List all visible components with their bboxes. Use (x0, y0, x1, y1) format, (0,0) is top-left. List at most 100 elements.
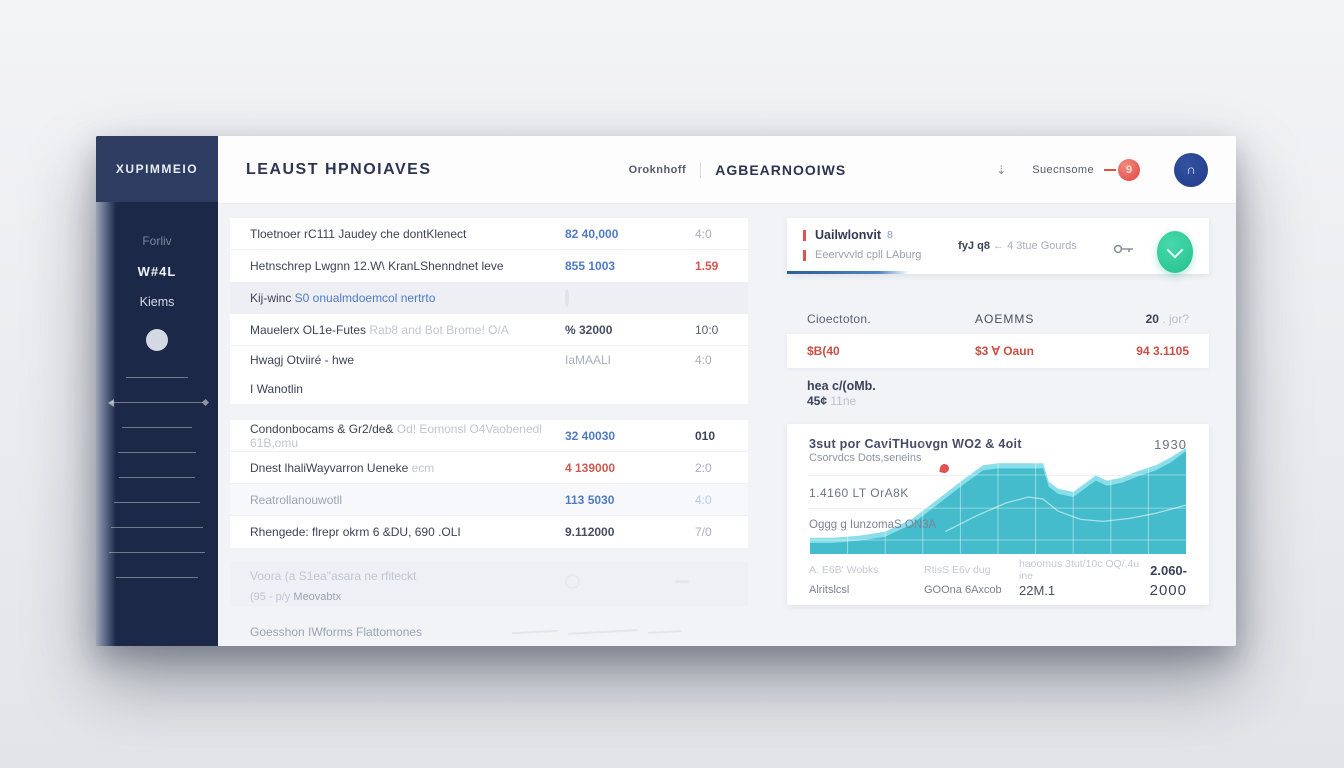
footer-label: Goesshon IWforms Flattomones (250, 625, 423, 639)
stats-values-row[interactable]: $B(40 $3 ∀ Oaun 94 3.1105 (787, 334, 1209, 368)
list-row[interactable]: Hetnschrep Lwgnn 12.W\ KranLShenndnet le… (230, 250, 748, 282)
chart-legend: A. E6B' Wobks RtisS E6v dug haoomus 3tut… (787, 554, 1209, 605)
summary-meta-strong: fyJ q8 (958, 240, 990, 252)
list-row[interactable]: Tloetnoer rC111 Jaudey che dontKlenect 82… (230, 218, 748, 250)
row-score: 1.59 (695, 259, 719, 273)
list-row[interactable]: Rhengede: flrepr okrm 6 &DU, 690 .OLI 9.1… (230, 516, 748, 548)
user-avatar[interactable]: ∩ (1174, 152, 1208, 187)
stats-row3-value: 45¢ 11ne (807, 394, 975, 408)
area-chart[interactable] (810, 442, 1187, 554)
row-name-main: I Wanotlin (250, 382, 303, 396)
legend-cell: 2000 (1149, 581, 1187, 599)
sidebar-item-kiems[interactable]: Kiems (139, 295, 175, 309)
stats-value-1: $B(40 (807, 344, 840, 358)
sidebar-skeleton-line (111, 527, 203, 528)
legend-cell: Alritslcsl (809, 584, 850, 596)
header-right: Oroknhoff AGBEARNOOIWS ⇣ Suecnsome 9 ∩ (628, 152, 1208, 187)
summary-meta: fyJ q8 ← 4 3tue Gourds (958, 240, 1077, 274)
row-name-main: Hwagj Otviiré - hwe (250, 353, 355, 367)
stats-row3-strong: 45¢ (807, 393, 828, 408)
row-name-main: Dnest lhaliWayvarron Ueneke (250, 460, 412, 475)
stats-row3-light: 11ne (827, 393, 857, 408)
row-value: % 32000 (565, 322, 613, 337)
row-name: Hetnschrep Lwgnn 12.W\ KranLShenndnet le… (250, 259, 565, 273)
main-area: LEAUST HPNOIAVES Oroknhoff AGBEARNOOIWS … (218, 136, 1236, 646)
sidebar-avatar-dot[interactable] (146, 329, 168, 351)
row-value: 32 40030 (565, 428, 616, 443)
breadcrumb[interactable]: Oroknhoff (628, 163, 687, 176)
notification-badge[interactable]: 9 (1118, 158, 1140, 181)
sidebar-skeleton-line (114, 502, 200, 503)
sidebar-skeleton-line (122, 427, 192, 428)
sidebar-skeleton-line (119, 477, 195, 478)
row-score: 7/0 (695, 525, 712, 539)
sidebar-item-forliv[interactable]: Forliv (142, 234, 172, 248)
app-logo: XUPIMMEIO (96, 136, 218, 202)
list-row[interactable]: I Wanotlin (230, 374, 748, 404)
list-spacer (230, 606, 748, 618)
download-icon[interactable]: ⇣ (996, 162, 1007, 177)
row-name: Voora (a S1ea"asara ne rfiteckt (250, 569, 417, 583)
row-name: Dnest lhaliWayvarron Ueneke ecm (250, 461, 565, 475)
list-row[interactable]: Hwagj Otviiré - hwe IaMAALI 4:0 (230, 346, 748, 374)
row-name-secondary: ecm (411, 460, 435, 475)
sidebar-nav: Forliv W#4L Kiems (96, 202, 218, 351)
summary-meta-light: ← 4 3tue Gourds (993, 240, 1077, 252)
row-name: Tloetnoer rC111 Jaudey che dontKlenect (250, 227, 565, 241)
row-score: 4:0 (695, 353, 712, 367)
chevron-down-icon (1166, 241, 1184, 259)
row-name: Condonbocams & Gr2/de& Od! Eomonsl O4Vao… (250, 422, 565, 450)
row-name-main: Kij-winc (250, 291, 295, 305)
row-subtext: (95 - p/y (250, 591, 294, 603)
list-row[interactable]: Reatrollanouwotll 113 5030 4:0 (230, 484, 748, 516)
doodle-stroke (568, 629, 639, 635)
chart-label-3: Oggg g IunzomaS ON3A (809, 519, 937, 531)
stats-header-row: Cioectoton. AOEMMS 20 . jor? (787, 304, 1209, 334)
list-spacer (230, 548, 748, 562)
row-name-main: Tloetnoer rC111 Jaudey che dontKlenect (250, 226, 467, 241)
confirm-button[interactable] (1156, 231, 1193, 273)
row-value: 82 40,000 (565, 226, 619, 241)
breadcrumb-divider (700, 161, 702, 178)
section-title: AGBEARNOOIWS (715, 161, 847, 178)
sidebar-skeleton-line (109, 552, 205, 553)
placeholder-circle-icon (565, 289, 569, 307)
row-score: 2:0 (695, 460, 712, 475)
content: Tloetnoer rC111 Jaudey che dontKlenect 82… (218, 204, 1236, 646)
summary-left: Uailwlonvit 8 Eeervvvld cpll LAburg (803, 228, 958, 274)
stats-right-header: 20 . jor? (1146, 312, 1189, 326)
key-icon[interactable] (1113, 242, 1135, 274)
red-marker-bar (803, 249, 806, 261)
user-label[interactable]: Suecnsome (1032, 163, 1094, 176)
stats-block: Cioectoton. AOEMMS 20 . jor? $B(40 $3 ∀ … (787, 304, 1209, 408)
stats-value-3: 94 3.1105 (1136, 344, 1189, 358)
list-row[interactable]: Condonbocams & Gr2/de& Od! Eomonsl O4Vao… (230, 420, 748, 452)
legend-cell: 22M.1 (1019, 582, 1056, 598)
row-score: 4:0 (695, 492, 712, 507)
stats-footer-row: hea c/(oMb. 45¢ 11ne (787, 378, 1209, 408)
row-name: Reatrollanouwotll (250, 493, 565, 507)
list-row[interactable]: Voora (a S1ea"asara ne rfiteckt (95 - p/y… (230, 562, 748, 606)
list-footer: Goesshon IWforms Flattomones (230, 618, 748, 646)
area-chart-svg (810, 442, 1187, 554)
legend-cell: RtisS E6v dug (924, 564, 991, 576)
list-row[interactable]: Dnest lhaliWayvarron Ueneke ecm 4 139000 2… (230, 452, 748, 484)
stats-col2-header: AOEMMS (975, 312, 1035, 326)
sidebar-item-wf4l[interactable]: W#4L (137, 264, 177, 279)
summary-card: Uailwlonvit 8 Eeervvvld cpll LAburg fyJ … (787, 218, 1209, 274)
row-subtext-strong: Meovabtx (293, 591, 342, 603)
sidebar-skeleton-line (126, 377, 188, 378)
row-score: 4:0 (695, 226, 712, 241)
row-name-secondary: Od! Eomonsl O4Vaobenedl 61B,omu (250, 421, 542, 450)
list-row[interactable]: Mauelerx OL1e-Futes Rab8 and Bot Brome! … (230, 314, 748, 346)
row-name: Hwagj Otviiré - hwe (250, 353, 565, 367)
row-name-main: Rhengede: flrepr okrm 6 &DU, 690 .OLI (250, 525, 461, 539)
progress-track (787, 271, 1209, 274)
stats-right-strong: 20 (1145, 312, 1159, 326)
red-marker-bar (803, 229, 806, 241)
row-name-secondary: Rab8 and Bot Brome! O/A (369, 322, 509, 337)
list-row[interactable]: Kij-winc S0 onualmdoemcol nertrto (230, 282, 748, 314)
placeholder-circle-icon (565, 574, 580, 589)
page-title: LEAUST HPNOIAVES (246, 160, 432, 178)
row-name: I Wanotlin (250, 382, 565, 396)
